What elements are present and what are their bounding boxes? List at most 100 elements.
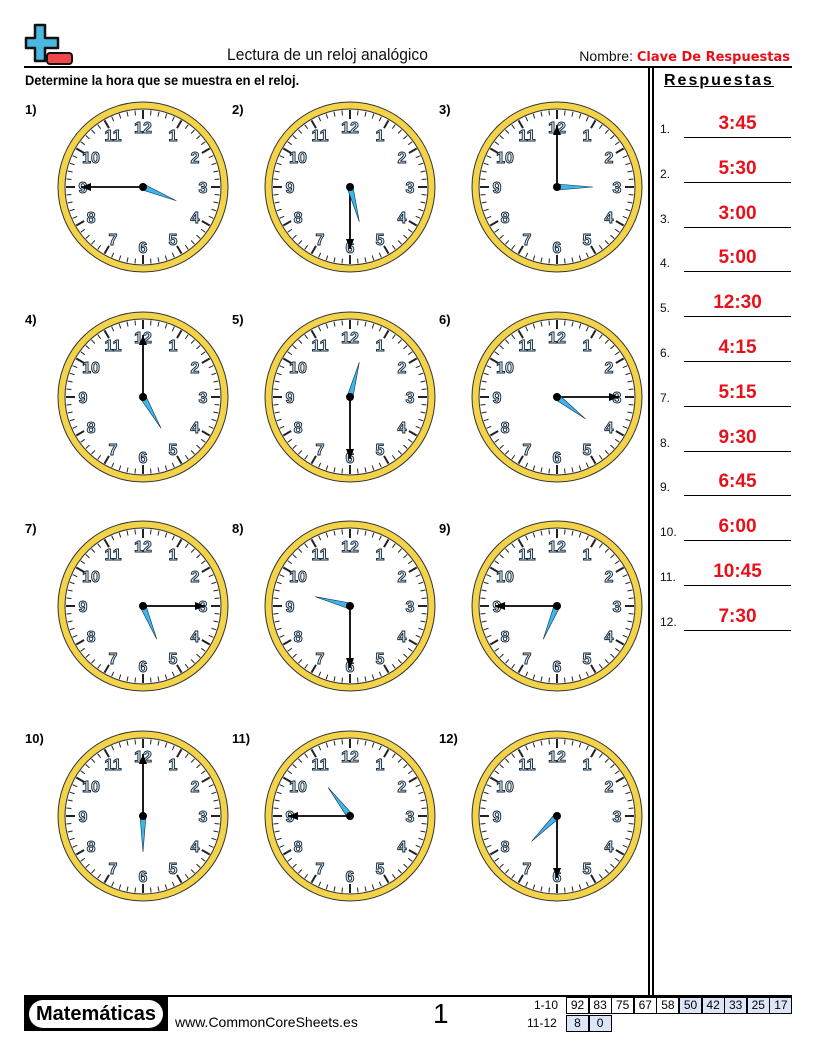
- tick-mark: [279, 425, 285, 429]
- tick-mark: [499, 653, 504, 658]
- tick-mark: [383, 455, 390, 465]
- tick-mark: [578, 113, 582, 119]
- clock-numeral: 5: [583, 651, 592, 668]
- clock-numeral: 10: [289, 150, 307, 167]
- tick-mark: [625, 627, 631, 631]
- clock-numeral: 7: [109, 861, 118, 878]
- tick-mark: [282, 639, 292, 646]
- clock-numeral: 9: [286, 390, 295, 407]
- score-cell: 0: [588, 1015, 612, 1032]
- answer-number: 12.: [660, 614, 677, 629]
- tick-mark: [628, 597, 634, 599]
- clock-numeral: 3: [199, 180, 208, 197]
- tick-mark: [304, 454, 309, 460]
- tick-mark: [214, 597, 220, 599]
- tick-mark: [85, 135, 90, 140]
- clock-numeral: 11: [312, 338, 329, 355]
- tick-mark: [164, 255, 168, 261]
- tick-mark: [494, 770, 500, 775]
- tick-mark: [150, 320, 152, 326]
- tick-mark: [200, 438, 206, 443]
- tick-mark: [150, 739, 152, 745]
- tick-mark: [276, 791, 282, 795]
- clock-numeral: 9: [493, 180, 502, 197]
- clock-center: [139, 812, 147, 820]
- tick-mark: [274, 830, 280, 833]
- tick-mark: [66, 388, 72, 390]
- tick-mark: [97, 753, 102, 759]
- clock-numeral: 8: [501, 839, 510, 856]
- tick-mark: [625, 418, 631, 422]
- tick-mark: [171, 252, 175, 258]
- tick-mark: [420, 411, 426, 414]
- tick-mark: [378, 462, 382, 468]
- tick-mark: [298, 548, 303, 553]
- tick-mark: [134, 887, 136, 893]
- minute-hand-arrow: [346, 449, 354, 459]
- tick-mark: [292, 135, 297, 140]
- tick-mark: [318, 745, 322, 751]
- tick-mark: [67, 380, 73, 383]
- clock-numeral: 11: [519, 547, 536, 564]
- tick-mark: [480, 807, 486, 809]
- tick-mark: [67, 201, 73, 204]
- tick-mark: [150, 258, 152, 264]
- tick-mark: [403, 863, 408, 868]
- tick-mark: [126, 467, 129, 473]
- tick-mark: [415, 215, 421, 219]
- tick-mark: [287, 228, 293, 233]
- clock-numeral: 6: [553, 240, 562, 257]
- tick-mark: [134, 110, 136, 116]
- tick-mark: [371, 323, 375, 329]
- tick-mark: [282, 776, 292, 783]
- tick-mark: [97, 543, 102, 549]
- tick-mark: [480, 404, 486, 406]
- tick-mark: [489, 147, 499, 154]
- tick-mark: [604, 659, 609, 664]
- tick-mark: [578, 323, 582, 329]
- tick-mark: [625, 791, 631, 795]
- tick-mark: [483, 418, 489, 422]
- tick-mark: [279, 634, 285, 638]
- tick-mark: [292, 554, 297, 559]
- tick-mark: [403, 444, 408, 449]
- tick-mark: [420, 201, 426, 204]
- tick-mark: [171, 326, 175, 332]
- tick-mark: [403, 554, 408, 559]
- tick-mark: [213, 380, 219, 383]
- tick-mark: [72, 574, 78, 578]
- tick-mark: [200, 647, 206, 652]
- tick-mark: [292, 863, 297, 868]
- tick-mark: [614, 647, 620, 652]
- minute-hand-arrow: [609, 393, 619, 401]
- tick-mark: [403, 135, 408, 140]
- clock-numeral: 11: [105, 128, 122, 145]
- answer-number: 8.: [660, 435, 671, 450]
- clock-center: [139, 602, 147, 610]
- tick-mark: [364, 321, 367, 327]
- tick-mark: [341, 529, 343, 535]
- tick-mark: [564, 677, 566, 683]
- tick-mark: [505, 548, 510, 553]
- tick-mark: [164, 465, 168, 471]
- tick-mark: [69, 581, 75, 585]
- clock-numeral: 7: [523, 232, 532, 249]
- clock-numeral: 1: [583, 547, 592, 564]
- tick-mark: [184, 244, 189, 250]
- tick-mark: [371, 742, 375, 748]
- clock-numeral: 8: [501, 629, 510, 646]
- tick-mark: [571, 886, 574, 892]
- tick-mark: [622, 784, 628, 788]
- tick-mark: [517, 245, 524, 255]
- tick-mark: [548, 529, 550, 535]
- tick-mark: [196, 863, 201, 868]
- tick-mark: [480, 823, 486, 825]
- clock-center: [553, 183, 561, 191]
- tick-mark: [511, 334, 516, 340]
- tick-mark: [622, 574, 628, 578]
- tick-mark: [418, 418, 424, 422]
- tick-mark: [325, 884, 329, 890]
- tick-mark: [103, 329, 110, 339]
- score-cell: 92: [566, 997, 589, 1014]
- tick-mark: [75, 220, 85, 227]
